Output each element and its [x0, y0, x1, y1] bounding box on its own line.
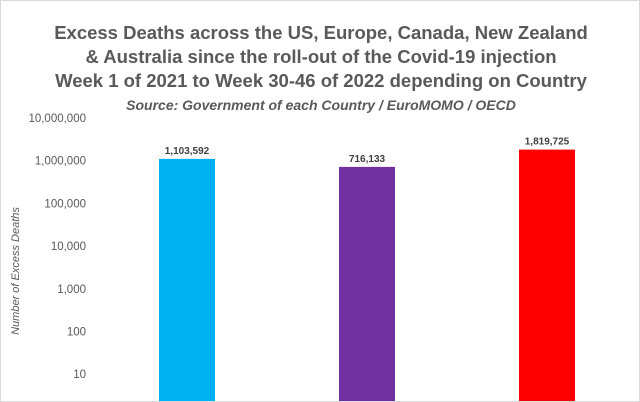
- bar: [159, 158, 215, 401]
- y-tick-label: 10,000: [51, 241, 86, 253]
- bar-value-label: 716,133: [349, 154, 386, 165]
- bar: [519, 149, 575, 401]
- title-line-2: & Australia since the roll-out of the Co…: [85, 46, 557, 67]
- bar-value-label: 1,819,725: [525, 137, 570, 148]
- chart-subtitle: Source: Government of each Country / Eur…: [126, 97, 516, 113]
- bar: [339, 166, 395, 401]
- title-line-1: Excess Deaths across the US, Europe, Can…: [54, 22, 588, 43]
- y-tick-label: 1,000,000: [35, 156, 86, 168]
- y-tick-label: 10: [73, 369, 86, 381]
- bar-value-label: 1,103,592: [165, 146, 210, 157]
- title-line-3: Week 1 of 2021 to Week 30-46 of 2022 dep…: [55, 70, 587, 91]
- y-tick-label: 100,000: [44, 198, 86, 210]
- y-tick-label: 10,000,000: [28, 113, 86, 125]
- y-tick-label: 100: [67, 327, 86, 339]
- y-tick-label: 1,000: [57, 284, 86, 296]
- chart-title: Excess Deaths across the US, Europe, Can…: [1, 21, 639, 115]
